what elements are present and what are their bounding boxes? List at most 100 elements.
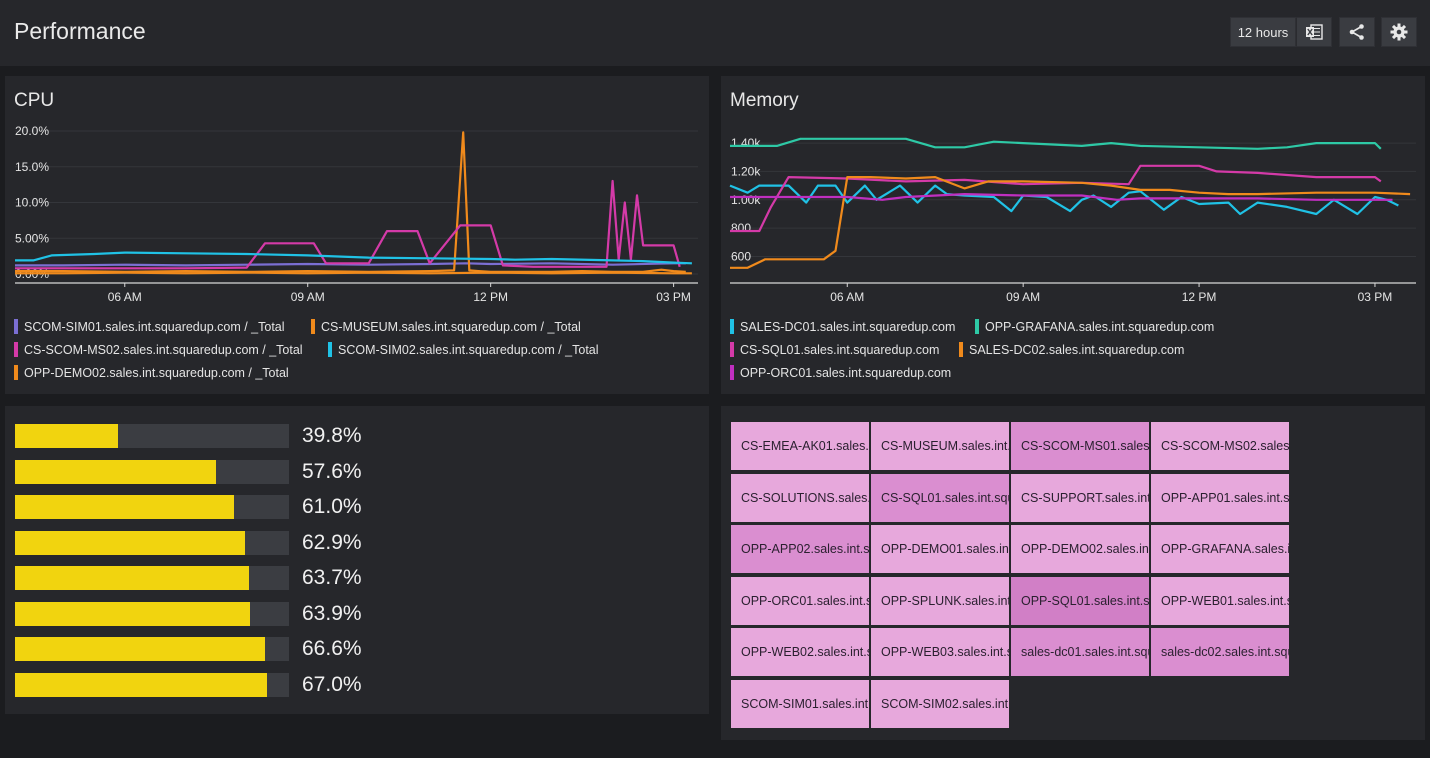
server-tile[interactable]: SCOM-SIM02.sales.int.squaredup.com xyxy=(871,680,1009,728)
server-tile-label: OPP-ORC01.sales.int.squaredup.com xyxy=(741,593,869,608)
server-tile[interactable]: OPP-ORC01.sales.int.squaredup.com xyxy=(731,576,869,625)
server-tile-label: sales-dc02.sales.int.squaredup.com xyxy=(1161,645,1289,660)
memory-y-tick-label: 600 xyxy=(731,249,751,263)
usage-bar-track xyxy=(15,424,289,448)
usage-bar-value: 63.9% xyxy=(302,601,362,625)
memory-legend-label: OPP-ORC01.sales.int.squaredup.com xyxy=(740,365,952,380)
cpu-legend-label: SCOM-SIM02.sales.int.squaredup.com / _To… xyxy=(338,342,599,357)
usage-bars-panel: 39.8% 57.6% 61.0% 62.9% 63.7% 63.9% 66.6% 67.0% xyxy=(5,406,709,714)
cpu-title: CPU xyxy=(14,90,55,111)
usage-bar-track xyxy=(15,530,289,555)
usage-bar-row[interactable]: 57.6% xyxy=(15,459,415,484)
server-tile-label: CS-SQL01.sales.int.squaredup.com xyxy=(881,490,1009,505)
cpu-legend-item[interactable]: SCOM-SIM02.sales.int.squaredup.com / _To… xyxy=(328,342,599,357)
usage-bar-track xyxy=(15,566,289,590)
memory-panel: Memory 1.40k 1.20k 1.00k 800 600 06 AM 09 AM 12… xyxy=(721,76,1425,394)
server-tile[interactable]: CS-SOLUTIONS.sales.int.squaredup.com xyxy=(731,473,869,522)
memory-y-tick-label: 1.00k xyxy=(731,193,761,207)
usage-bar-track xyxy=(15,637,289,661)
cpu-legend-swatch xyxy=(14,319,18,334)
memory-series-line-5 xyxy=(730,193,1393,201)
memory-x-tick-label: 06 AM xyxy=(830,290,864,304)
server-tile[interactable]: CS-EMEA-AK01.sales.int.squaredup.com xyxy=(731,422,869,470)
memory-x-tick-label: 09 AM xyxy=(1006,290,1040,304)
usage-bar-row[interactable]: 61.0% xyxy=(15,495,415,519)
memory-legend-item[interactable]: SALES-DC01.sales.int.squaredup.com xyxy=(730,319,955,334)
memory-legend-item[interactable]: SALES-DC02.sales.int.squaredup.com xyxy=(959,342,1184,357)
memory-legend-swatch xyxy=(730,365,734,380)
memory-series-line-2 xyxy=(730,137,1382,150)
usage-bar-row[interactable]: 63.7% xyxy=(15,566,415,590)
usage-bar-fill xyxy=(15,424,119,448)
server-tile-label: OPP-WEB03.sales.int.squaredup.com xyxy=(881,645,1009,660)
usage-bar-track xyxy=(15,672,289,697)
cpu-legend-label: SCOM-SIM01.sales.int.squaredup.com / _To… xyxy=(24,319,285,334)
memory-legend-item[interactable]: OPP-GRAFANA.sales.int.squaredup.com xyxy=(975,319,1214,334)
server-tile[interactable]: OPP-SPLUNK.sales.int.squaredup.com xyxy=(871,576,1009,625)
usage-bar-row[interactable]: 67.0% xyxy=(15,672,415,697)
usage-bar-row[interactable]: 63.9% xyxy=(15,601,415,626)
cpu-series-line-5 xyxy=(15,271,692,275)
server-tile-label: OPP-WEB01.sales.int.squaredup.com xyxy=(1161,593,1289,608)
server-tile-label: SCOM-SIM02.sales.int.squaredup.com xyxy=(881,697,1009,711)
server-tile[interactable]: CS-SQL01.sales.int.squaredup.com xyxy=(871,473,1009,522)
server-tile-label: OPP-DEMO01.sales.int.squaredup.com xyxy=(881,542,1009,557)
memory-series-line-1 xyxy=(729,184,1399,216)
cpu-legend-label: CS-MUSEUM.sales.int.squaredup.com / _Tot… xyxy=(321,319,581,334)
cpu-panel: CPU 20.0% 15.0% 10.0% 5.00% 0.00% 06 AM 09 AM 1… xyxy=(5,76,709,394)
timespan-label: 12 hours xyxy=(1237,24,1289,40)
usage-bar-row[interactable]: 62.9% xyxy=(15,530,415,555)
server-tile[interactable]: CS-SUPPORT.sales.int.squaredup.com xyxy=(1011,473,1149,522)
memory-legend-item[interactable]: OPP-ORC01.sales.int.squaredup.com xyxy=(730,365,951,380)
usage-bar-fill xyxy=(15,637,265,661)
server-tile[interactable]: OPP-SQL01.sales.int.squaredup.com xyxy=(1011,576,1149,625)
export-excel-button[interactable] xyxy=(1296,17,1332,47)
cpu-series-line-1 xyxy=(15,262,686,267)
server-tile[interactable]: CS-SCOM-MS02.sales.int.squaredup.com xyxy=(1151,422,1289,470)
server-tile[interactable]: OPP-APP01.sales.int.squaredup.com xyxy=(1151,473,1289,522)
cpu-legend-label: CS-SCOM-MS02.sales.int.squaredup.com / _… xyxy=(24,342,303,357)
usage-bar-fill xyxy=(15,672,268,697)
cpu-y-tick-label: 15.0% xyxy=(15,160,49,174)
share-icon xyxy=(1349,24,1364,40)
server-tile[interactable]: CS-MUSEUM.sales.int.squaredup.com xyxy=(871,422,1009,470)
memory-legend-item[interactable]: CS-SQL01.sales.int.squaredup.com xyxy=(730,342,939,357)
server-tile[interactable]: OPP-WEB03.sales.int.squaredup.com xyxy=(871,628,1009,677)
cpu-x-tick-label: 06 AM xyxy=(108,290,142,304)
server-tile[interactable]: sales-dc02.sales.int.squaredup.com xyxy=(1151,628,1289,677)
server-tile[interactable]: OPP-GRAFANA.sales.int.squaredup.com xyxy=(1151,525,1289,574)
cpu-legend-item[interactable]: OPP-DEMO02.sales.int.squaredup.com / _To… xyxy=(14,365,289,380)
excel-export-icon xyxy=(1306,24,1323,40)
cpu-x-tick-label: 09 AM xyxy=(291,290,325,304)
usage-bar-row[interactable]: 66.6% xyxy=(15,637,415,661)
usage-bar-value: 57.6% xyxy=(302,459,362,483)
server-tile[interactable]: OPP-DEMO01.sales.int.squaredup.com xyxy=(871,525,1009,574)
server-tile[interactable]: OPP-WEB01.sales.int.squaredup.com xyxy=(1151,576,1289,625)
cpu-chart: 20.0%15.0%10.0%5.00%0.00%06 AM 09 AM 12 PM… xyxy=(15,124,698,304)
server-tile[interactable]: OPP-WEB02.sales.int.squaredup.com xyxy=(731,628,869,677)
server-tile-label: sales-dc01.sales.int.squaredup.com xyxy=(1021,645,1149,660)
usage-bar-value: 62.9% xyxy=(302,530,362,554)
cpu-x-tick-label: 12 PM xyxy=(473,290,508,304)
page-title: Performance xyxy=(14,18,146,44)
timespan-button[interactable]: 12 hours xyxy=(1230,17,1296,47)
cpu-legend-item[interactable]: CS-SCOM-MS02.sales.int.squaredup.com / _… xyxy=(14,342,303,357)
server-tile[interactable]: sales-dc01.sales.int.squaredup.com xyxy=(1011,628,1149,677)
usage-bar-value: 66.6% xyxy=(302,637,362,660)
cpu-legend-item[interactable]: CS-MUSEUM.sales.int.squaredup.com / _Tot… xyxy=(311,319,581,334)
memory-y-tick-label: 1.20k xyxy=(731,164,761,178)
server-tile[interactable]: SCOM-SIM01.sales.int.squaredup.com xyxy=(731,680,869,728)
share-button[interactable] xyxy=(1339,17,1375,47)
server-tile[interactable]: CS-SCOM-MS01.sales.int.squaredup.com xyxy=(1011,422,1149,470)
server-tile[interactable]: OPP-APP02.sales.int.squaredup.com xyxy=(731,525,869,574)
server-tile-label: SCOM-SIM01.sales.int.squaredup.com xyxy=(741,697,869,711)
usage-bar-value: 67.0% xyxy=(302,672,362,696)
cpu-legend-item[interactable]: SCOM-SIM01.sales.int.squaredup.com / _To… xyxy=(14,319,285,334)
usage-bar-value: 61.0% xyxy=(302,495,362,518)
memory-x-tick-label: 03 PM xyxy=(1358,290,1393,304)
server-tile[interactable]: OPP-DEMO02.sales.int.squaredup.com xyxy=(1011,525,1149,574)
cpu-y-tick-label: 10.0% xyxy=(15,196,49,210)
settings-button[interactable] xyxy=(1381,17,1417,47)
server-tile-label: OPP-APP01.sales.int.squaredup.com xyxy=(1161,490,1289,505)
usage-bar-row[interactable]: 39.8% xyxy=(15,424,415,448)
